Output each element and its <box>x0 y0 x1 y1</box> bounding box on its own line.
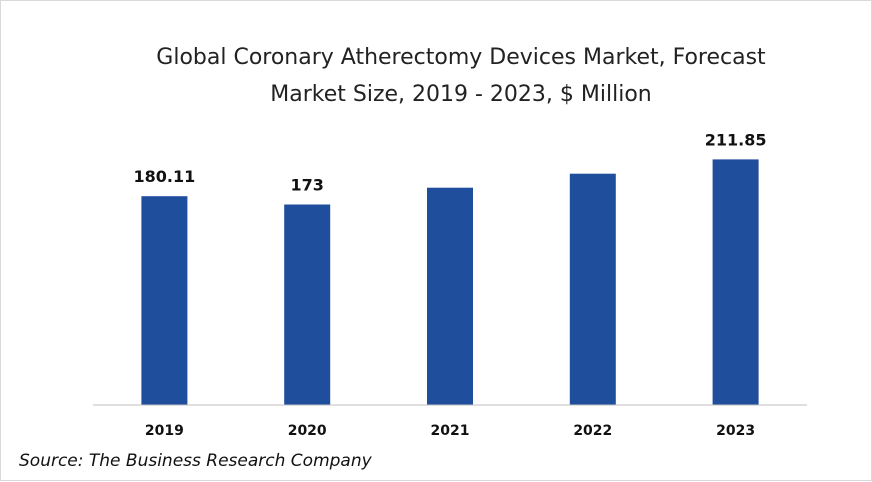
x-tick-label-2023: 2023 <box>716 423 755 439</box>
data-label-2023: 211.85 <box>705 130 767 149</box>
x-tick-label-2020: 2020 <box>288 423 327 439</box>
chart-title: Global Coronary Atherectomy Devices Mark… <box>1 39 872 113</box>
bar-2022 <box>569 173 616 405</box>
bar-2020 <box>284 204 331 405</box>
bar-2019 <box>141 196 188 405</box>
bar-2023 <box>712 159 759 405</box>
chart-title-line-2: Market Size, 2019 - 2023, $ Million <box>270 82 652 107</box>
chart-title-line-1: Global Coronary Atherectomy Devices Mark… <box>156 45 766 70</box>
x-tick-label-2019: 2019 <box>145 423 184 439</box>
x-tick-label-2021: 2021 <box>431 423 470 439</box>
bar-2021 <box>427 187 473 405</box>
data-label-2019: 180.11 <box>134 167 196 186</box>
x-tick-label-2022: 2022 <box>573 423 612 439</box>
source-note: Source: The Business Research Company <box>19 451 372 471</box>
data-label-2020: 173 <box>290 176 323 195</box>
